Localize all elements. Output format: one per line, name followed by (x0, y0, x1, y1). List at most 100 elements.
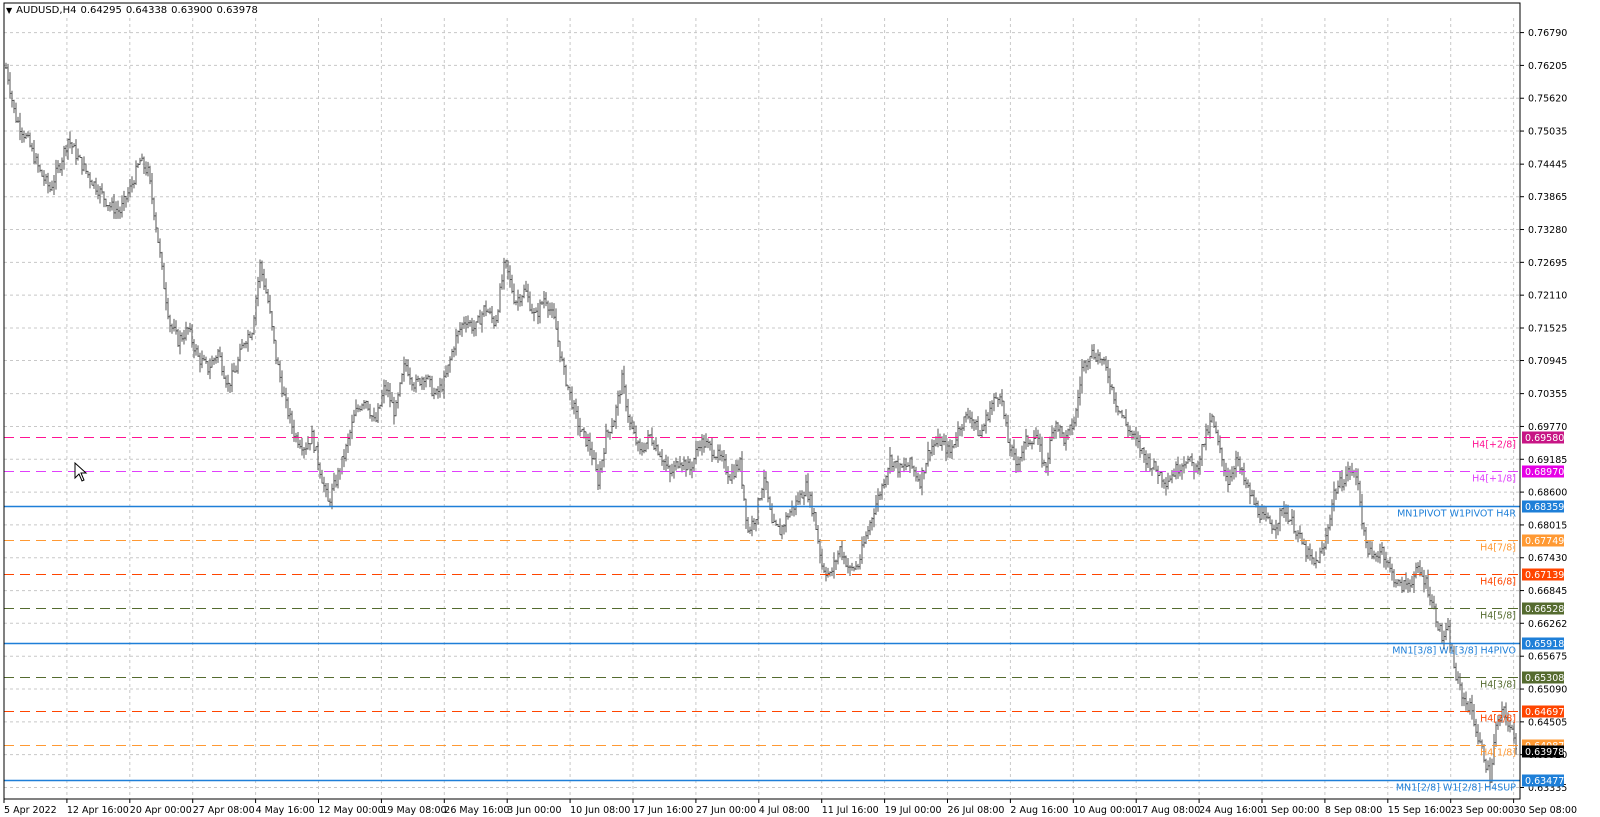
y-tick-label: 0.66845 (1528, 586, 1567, 597)
candle (735, 459, 737, 478)
candle (693, 457, 695, 473)
candle (121, 195, 123, 218)
candle (1131, 430, 1133, 440)
candle (1245, 477, 1247, 489)
candle (1239, 456, 1241, 474)
candle (719, 444, 721, 461)
candle (987, 412, 989, 422)
candle (637, 440, 639, 452)
candle (65, 145, 67, 157)
candle (1115, 392, 1117, 413)
candle (289, 407, 291, 424)
candle (827, 567, 829, 578)
candle (159, 238, 161, 258)
candle (599, 461, 601, 490)
candle (699, 440, 701, 452)
candle (1101, 358, 1103, 366)
candle (1061, 426, 1063, 438)
candle (365, 400, 367, 409)
candle (643, 442, 645, 454)
candle (393, 396, 395, 425)
candle (507, 260, 509, 280)
candle (1393, 569, 1395, 588)
candle (489, 307, 491, 315)
candle (421, 376, 423, 390)
candle (1203, 443, 1205, 448)
candle (1513, 722, 1515, 744)
candle (849, 565, 851, 576)
candle (1171, 470, 1173, 484)
candle (497, 309, 499, 324)
x-tick-label: 2 Aug 16:00 (1010, 805, 1068, 816)
candle (451, 348, 453, 361)
candle (789, 509, 791, 518)
candle (1423, 569, 1425, 593)
candle (581, 428, 583, 432)
candle (543, 290, 545, 309)
x-tick-label: 10 Aug 00:00 (1073, 805, 1137, 816)
candle (645, 442, 647, 453)
candle (949, 439, 951, 459)
candle (1221, 447, 1223, 467)
x-tick-label: 26 Jul 08:00 (948, 805, 1005, 816)
candle (5, 62, 7, 69)
candle (1083, 360, 1085, 372)
candle (1441, 622, 1443, 644)
candle (887, 467, 889, 485)
candle (841, 540, 843, 561)
x-tick-label: 23 Sep 00:00 (1451, 805, 1514, 816)
candle (243, 342, 245, 349)
candle (241, 339, 243, 350)
candle (1473, 703, 1475, 727)
candle (1031, 441, 1033, 450)
candle (1401, 576, 1403, 593)
candle (1391, 563, 1393, 581)
candle (1359, 480, 1361, 507)
y-tick-label: 0.64505 (1528, 717, 1567, 728)
candle (59, 162, 61, 173)
candle (721, 450, 723, 462)
candle (1141, 447, 1143, 455)
level-label: H4[1/8] (1480, 748, 1516, 759)
candle (223, 365, 225, 380)
candle (673, 461, 675, 479)
candle (391, 392, 393, 404)
candle (183, 329, 185, 345)
candle (847, 557, 849, 574)
candle (23, 130, 25, 143)
y-tick-label: 0.67430 (1528, 553, 1567, 564)
candle (1345, 466, 1347, 487)
collapse-triangle-icon[interactable]: ▼ (6, 5, 13, 15)
candle (281, 370, 283, 398)
candle (1435, 603, 1437, 628)
candle (821, 548, 823, 570)
candle (1365, 526, 1367, 549)
candle (1433, 595, 1435, 610)
candle (257, 276, 259, 307)
candle (103, 191, 105, 208)
candle (271, 310, 273, 331)
candle (41, 169, 43, 177)
candle (763, 469, 765, 499)
candle (93, 181, 95, 189)
candle (1063, 432, 1065, 446)
candle (795, 495, 797, 516)
candle (1397, 578, 1399, 587)
candle (877, 488, 879, 512)
candle (855, 560, 857, 571)
candle (1161, 471, 1163, 488)
candle (55, 159, 57, 190)
candle (813, 508, 815, 522)
candle (1437, 621, 1439, 631)
candle (131, 176, 133, 193)
candle (1295, 530, 1297, 540)
candle (1159, 472, 1161, 476)
candle (299, 439, 301, 449)
candle (1305, 540, 1307, 562)
candle (429, 375, 431, 388)
candle (523, 284, 525, 299)
y-tick-label: 0.70945 (1528, 356, 1567, 367)
candle (379, 404, 381, 410)
